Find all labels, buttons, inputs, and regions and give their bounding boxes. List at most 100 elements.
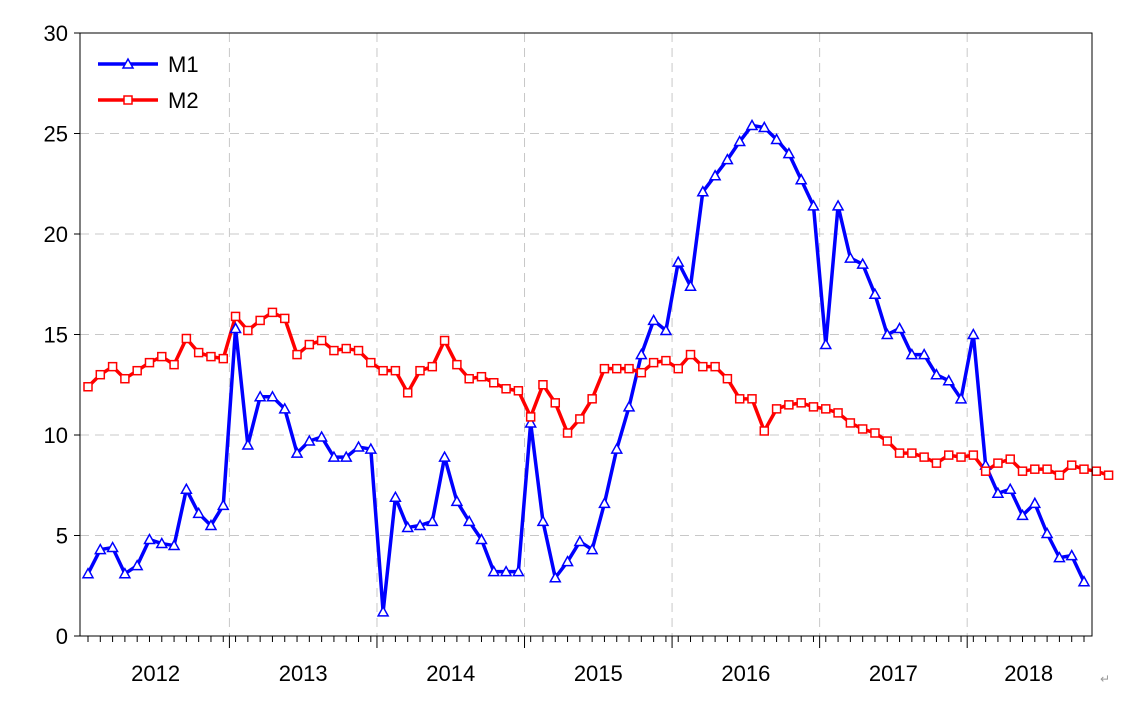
data-point-m1 [204, 518, 218, 531]
data-point-m1 [155, 536, 169, 549]
data-point-m2 [107, 361, 118, 372]
data-point-m1 [573, 534, 587, 547]
data-point-m2 [722, 373, 733, 384]
data-point-m1 [106, 541, 119, 553]
data-point-m2 [931, 458, 942, 468]
data-point-m2 [624, 363, 634, 374]
data-point-m2 [181, 333, 192, 344]
legend-marker-m1 [121, 57, 135, 69]
data-point-m2 [538, 380, 548, 390]
data-point-m1 [438, 450, 451, 462]
data-point-m1 [893, 321, 906, 334]
data-point-m2 [304, 339, 315, 350]
data-point-m2 [83, 382, 93, 392]
data-point-m1 [413, 518, 427, 531]
x-tick-label: 2018 [1004, 661, 1053, 686]
data-point-m1 [290, 446, 304, 458]
data-point-m1 [758, 120, 771, 133]
data-point-m2 [636, 367, 647, 378]
data-point-m2 [857, 424, 868, 434]
data-point-m2 [489, 377, 499, 388]
data-point-m1 [671, 255, 685, 267]
data-point-m2 [587, 394, 597, 404]
data-point-m1 [905, 348, 919, 360]
data-point-m1 [831, 199, 845, 211]
data-point-m1 [81, 567, 95, 579]
data-point-m1 [389, 490, 402, 503]
y-tick-label: 30 [44, 21, 68, 46]
data-point-m2 [771, 404, 782, 414]
data-point-m2 [1017, 466, 1028, 476]
data-point-m1 [684, 279, 697, 292]
data-point-m1 [1065, 549, 1078, 561]
y-tick-label: 20 [44, 222, 68, 247]
data-point-m1 [622, 400, 636, 412]
data-point-m1 [696, 185, 710, 197]
data-point-m2 [390, 365, 401, 376]
data-point-m1 [548, 571, 562, 583]
data-point-m2 [218, 353, 229, 364]
data-point-m2 [513, 386, 524, 396]
data-point-m1 [462, 514, 476, 527]
data-point-m2 [685, 349, 696, 360]
data-point-m2 [1103, 470, 1114, 480]
legend-label-m2: M2 [168, 88, 199, 113]
data-point-m1 [917, 348, 931, 360]
data-point-m2 [353, 345, 364, 356]
data-point-m1 [339, 450, 353, 462]
data-point-m2 [292, 349, 302, 360]
data-point-m1 [942, 374, 956, 386]
data-point-m2 [648, 357, 659, 368]
data-point-m2 [427, 361, 438, 372]
data-point-m1 [216, 498, 230, 511]
data-point-m1 [192, 506, 205, 519]
data-point-m2 [243, 325, 253, 336]
data-point-m2 [1030, 464, 1040, 474]
data-point-m2 [907, 448, 917, 458]
data-point-m2 [120, 373, 130, 384]
data-point-m1 [130, 559, 144, 571]
data-point-m1 [954, 392, 968, 404]
data-point-m2 [329, 345, 339, 356]
data-point-m1 [770, 132, 783, 145]
data-point-m1 [167, 539, 181, 551]
data-point-m1 [229, 321, 242, 334]
y-tick-label: 10 [44, 423, 68, 448]
data-point-m2 [366, 357, 376, 368]
data-point-m1 [585, 543, 599, 555]
data-point-m2 [501, 384, 511, 394]
data-point-m1 [512, 565, 525, 577]
data-point-m1 [598, 496, 611, 509]
data-point-m1 [180, 482, 193, 495]
y-tick-label: 25 [44, 122, 68, 147]
data-point-m2 [316, 335, 327, 346]
data-point-m1 [794, 173, 808, 185]
data-point-m2 [956, 452, 966, 462]
data-point-m1 [967, 327, 980, 340]
data-point-m1 [327, 450, 341, 462]
data-point-m1 [278, 402, 292, 414]
data-point-m2 [1042, 464, 1052, 474]
data-point-m2 [710, 361, 720, 372]
data-point-m2 [882, 436, 893, 446]
x-tick-label: 2012 [131, 661, 180, 686]
data-point-m1 [1040, 526, 1054, 539]
data-point-m2 [144, 357, 155, 368]
data-point-m1 [118, 567, 132, 579]
data-point-m2 [267, 307, 278, 318]
data-point-m1 [450, 494, 464, 507]
data-point-m2 [734, 394, 745, 404]
data-point-m1 [659, 323, 673, 336]
data-point-m1 [807, 199, 820, 211]
data-point-m2 [673, 363, 683, 374]
data-point-m2 [402, 388, 413, 398]
data-point-m2 [1079, 464, 1089, 474]
data-point-m2 [870, 428, 880, 438]
data-point-m2 [255, 315, 265, 326]
data-point-m1 [1003, 482, 1017, 495]
data-point-m2 [894, 448, 905, 458]
data-point-m2 [821, 404, 831, 414]
data-point-m2 [759, 426, 770, 436]
data-point-m2 [698, 361, 708, 372]
data-point-m1 [315, 430, 328, 442]
